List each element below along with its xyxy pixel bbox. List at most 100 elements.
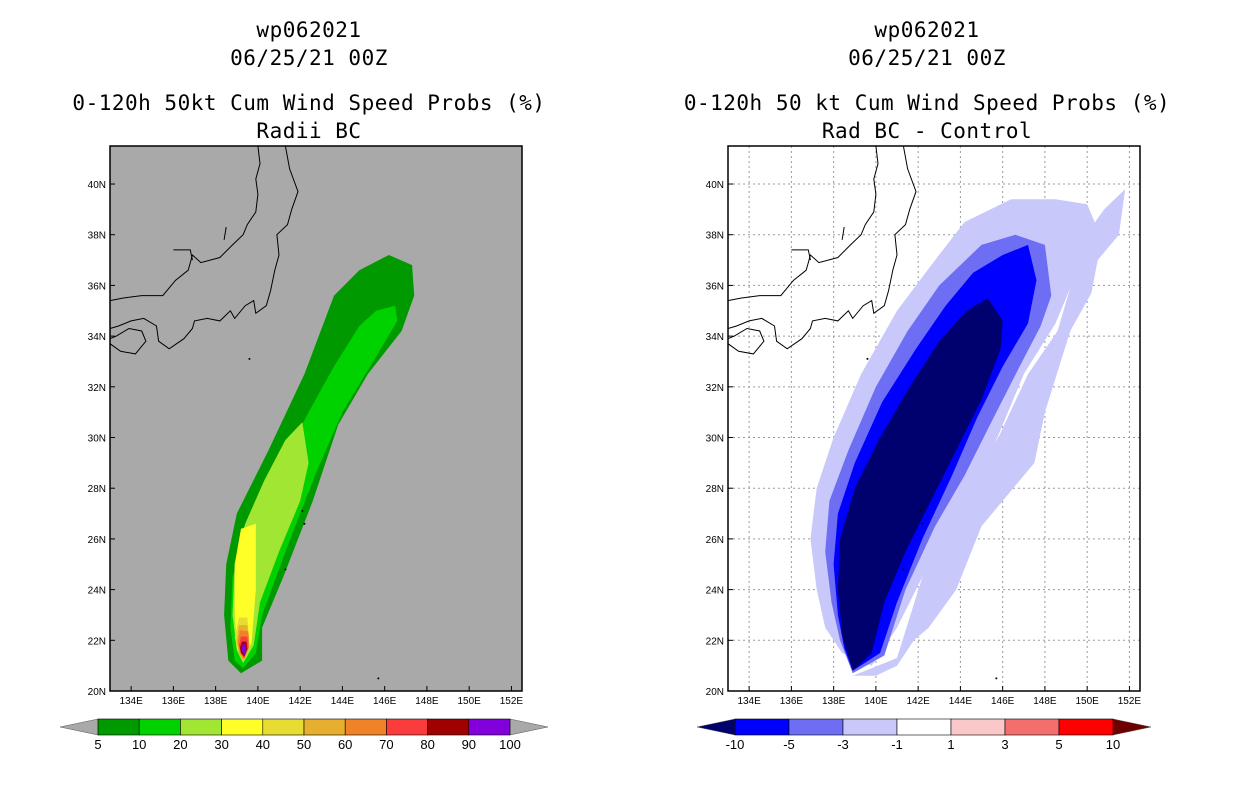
- coastline: [223, 227, 227, 240]
- legend-end-high: [509, 718, 549, 736]
- coastline: [841, 227, 845, 240]
- legend-label: 3: [1001, 737, 1008, 752]
- y-tick-label: 28N: [88, 484, 106, 495]
- legend-end-low: [59, 718, 99, 736]
- coastline: [110, 146, 299, 350]
- island-marker: [902, 568, 905, 571]
- right-title: 0-120h 50 kt Cum Wind Speed Probs (%): [683, 91, 1171, 115]
- island-marker: [995, 677, 998, 680]
- left-storm-id: wp062021: [256, 18, 362, 42]
- legend-label: 30: [214, 737, 228, 752]
- right-map-plot: 134E 136E 138E 140E 142E 144E 146E 148E 150E 152E…: [696, 145, 1158, 752]
- legend-label: 5: [1055, 737, 1062, 752]
- legend-end-high: [1112, 718, 1152, 736]
- x-tick-label: 138E: [204, 696, 228, 707]
- y-tick-label: 20N: [88, 687, 106, 698]
- coastline: [728, 146, 917, 350]
- x-tick-label: 134E: [737, 696, 761, 707]
- x-tick-label: 152E: [1118, 696, 1142, 707]
- coastline: [728, 146, 879, 302]
- legend-swatch: [344, 718, 387, 736]
- y-tick-label: 26N: [88, 535, 106, 546]
- y-tick-label: 34N: [88, 332, 106, 343]
- legend-label: 100: [499, 737, 521, 752]
- y-tick-label: 22N: [88, 636, 106, 647]
- x-tick-label: 150E: [457, 696, 481, 707]
- left-chart-panel: wp062021 06/25/21 00Z 0-120h 50kt Cum Wi…: [59, 18, 549, 752]
- x-tick-label: 142E: [906, 696, 930, 707]
- legend-label: 5: [94, 737, 101, 752]
- y-tick-label: 30N: [88, 434, 106, 445]
- left-title: 0-120h 50kt Cum Wind Speed Probs (%): [72, 91, 546, 115]
- legend-label: -3: [837, 737, 849, 752]
- left-subtitle: Radii BC: [256, 119, 362, 143]
- contour-level-90: [241, 644, 247, 656]
- legend-swatch: [950, 718, 1006, 736]
- x-tick-label: 144E: [949, 696, 973, 707]
- plot-frame: [727, 145, 1141, 692]
- y-tick-label: 40N: [88, 180, 106, 191]
- coastline: [728, 327, 765, 355]
- x-tick-label: 142E: [288, 696, 312, 707]
- x-tick-label: 148E: [1033, 696, 1057, 707]
- legend-label: 10: [132, 737, 146, 752]
- contour-level-10: [230, 305, 398, 669]
- legend-swatch: [427, 718, 470, 736]
- legend-label: 40: [256, 737, 270, 752]
- legend-swatch: [262, 718, 305, 736]
- plot-frame: [109, 145, 523, 692]
- x-tick-label: 138E: [822, 696, 846, 707]
- legend-label: 50: [297, 737, 311, 752]
- x-tick-label: 136E: [780, 696, 804, 707]
- legend-swatch: [221, 718, 264, 736]
- legend-label: -5: [783, 737, 795, 752]
- legend-end-low: [696, 718, 736, 736]
- right-datetime: 06/25/21 00Z: [848, 46, 1006, 70]
- left-map-plot: 134E 136E 138E 140E 142E 144E 146E 148E 150E 152E…: [59, 145, 549, 752]
- legend-label: 1: [947, 737, 954, 752]
- right-chart-panel: wp062021 06/25/21 00Z 0-120h 50 kt Cum W…: [618, 0, 1236, 800]
- x-tick-label: 152E: [500, 696, 524, 707]
- left-datetime: 06/25/21 00Z: [230, 46, 388, 70]
- x-tick-label: 146E: [373, 696, 397, 707]
- legend-colorbar: 5 10 20 30 40 50 60 70 80 90 100: [59, 718, 549, 752]
- x-tick-label: 146E: [991, 696, 1015, 707]
- island-marker: [301, 510, 304, 513]
- x-tick-label: 148E: [415, 696, 439, 707]
- island-marker: [1156, 581, 1158, 583]
- legend-swatch: [842, 718, 898, 736]
- island-marker: [377, 677, 380, 680]
- legend-label: 60: [338, 737, 352, 752]
- y-tick-label: 34N: [706, 332, 724, 343]
- y-tick-label: 24N: [706, 586, 724, 597]
- legend-label: 10: [1106, 737, 1120, 752]
- y-tick-label: 30N: [706, 434, 724, 445]
- coastline: [110, 146, 261, 302]
- legend-swatch: [303, 718, 346, 736]
- right-subtitle: Rad BC - Control: [821, 119, 1033, 143]
- island-marker: [303, 522, 306, 525]
- x-tick-label: 140E: [246, 696, 270, 707]
- y-tick-label: 24N: [88, 586, 106, 597]
- x-tick-label: 144E: [331, 696, 355, 707]
- legend-swatch: [468, 718, 511, 736]
- y-tick-label: 32N: [706, 383, 724, 394]
- legend-swatch: [97, 718, 140, 736]
- contour-level-neg10: [837, 298, 1003, 671]
- legend-swatch: [788, 718, 844, 736]
- legend-label: -1: [891, 737, 903, 752]
- legend-label: 90: [462, 737, 476, 752]
- legend-swatch: [138, 718, 181, 736]
- coastline: [173, 249, 193, 261]
- island-marker: [284, 568, 287, 571]
- x-tick-label: 136E: [162, 696, 186, 707]
- x-tick-label: 134E: [119, 696, 143, 707]
- legend-label: -10: [726, 737, 745, 752]
- legend-label: 80: [420, 737, 434, 752]
- legend-swatch: [1004, 718, 1060, 736]
- island-marker: [919, 510, 922, 513]
- island-marker: [248, 357, 251, 360]
- x-tick-label: 150E: [1075, 696, 1099, 707]
- contour-layer: [728, 146, 1158, 691]
- x-tick-label: 140E: [864, 696, 888, 707]
